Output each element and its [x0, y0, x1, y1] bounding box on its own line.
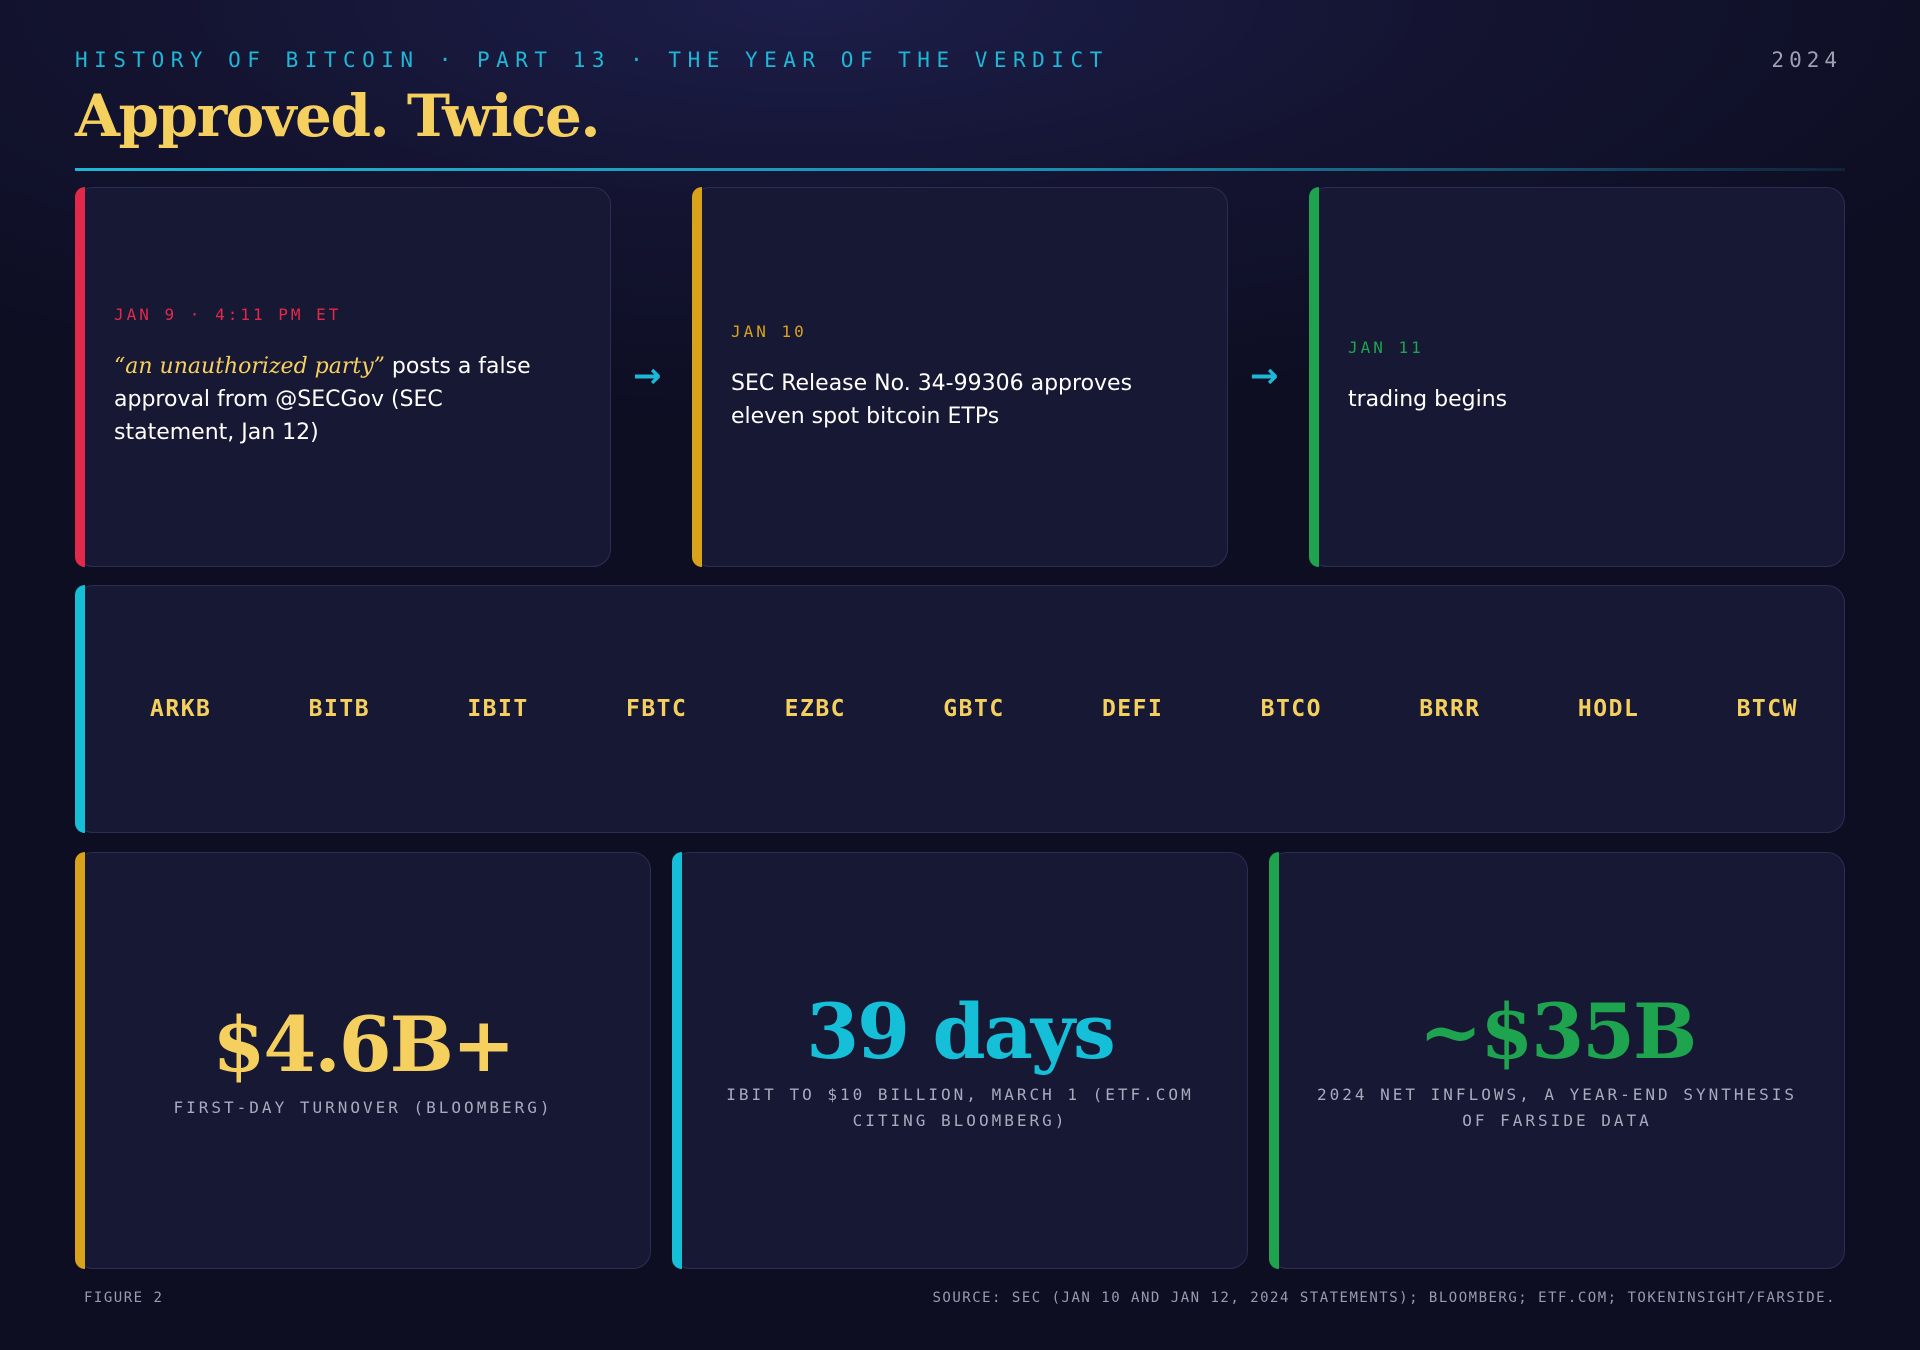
stat-label: 2024 NET INFLOWS, A YEAR-END SYNTHESIS O… [1316, 1084, 1798, 1130]
event-date: JAN 11 [1348, 338, 1424, 357]
event-text-body: posts a false approval from @SECGov (SEC… [114, 354, 531, 445]
event-date: JAN 10 [731, 321, 807, 341]
source-note: SOURCE: SEC (JAN 10 AND JAN 12, 2024 STA… [932, 1290, 1836, 1306]
stat-value: $4.6B+ [212, 999, 515, 1089]
ticker: GBTC [943, 696, 1005, 722]
stat-card-turnover: $4.6B+ FIRST-DAY TURNOVER (BLOOMBERG) [75, 852, 651, 1269]
header-kicker: HISTORY OF BITCOIN · PART 13 · THE YEAR … [75, 48, 1109, 72]
ticker: IBIT [467, 696, 529, 722]
ticker: BITB [308, 696, 371, 722]
event-date: JAN 9 · 4:11 PM ET [114, 305, 342, 324]
ticker: BTCW [1736, 696, 1798, 722]
event-text: trading begins [1348, 387, 1508, 412]
event-quote: “an unauthorized party” [114, 354, 385, 379]
stat-label: FIRST-DAY TURNOVER (BLOOMBERG) [173, 1097, 553, 1117]
ticker-card: ARKB BITB IBIT FBTC EZBC GBTC DEFI BTCO … [75, 585, 1845, 833]
ticker: HODL [1577, 696, 1640, 722]
event-text: SEC Release No. 34-99306 approves eleven… [731, 370, 1133, 429]
ticker: BRRR [1419, 696, 1481, 722]
ticker-list: ARKB BITB IBIT FBTC EZBC GBTC DEFI BTCO … [150, 586, 1798, 832]
arrow-right-icon: → [633, 356, 662, 396]
stat-card-net-inflows: ~$35B 2024 NET INFLOWS, A YEAR-END SYNTH… [1269, 852, 1845, 1269]
ticker: DEFI [1101, 696, 1164, 722]
title-rule [75, 168, 1845, 171]
page-title: Approved. Twice. [75, 82, 601, 150]
ticker: ARKB [150, 696, 212, 722]
event-text: “an unauthorized party” posts a false ap… [114, 350, 570, 449]
event-card-jan9: JAN 9 · 4:11 PM ET “an unauthorized part… [75, 187, 611, 567]
ticker: BTCO [1260, 696, 1322, 722]
figure-label: FIGURE 2 [84, 1290, 164, 1306]
ticker: EZBC [784, 696, 847, 722]
event-card-jan10: JAN 10 SEC Release No. 34-99306 approves… [692, 187, 1228, 567]
header-year: 2024 [1771, 48, 1842, 72]
stat-label: IBIT TO $10 BILLION, MARCH 1 (ETF.COM CI… [726, 1084, 1194, 1130]
arrow-right-icon: → [1250, 356, 1279, 396]
stat-value: ~$35B [1418, 986, 1698, 1076]
ticker: FBTC [625, 696, 688, 722]
event-card-jan11: JAN 11 trading begins [1309, 187, 1845, 567]
stat-card-ibit-days: 39 days IBIT TO $10 BILLION, MARCH 1 (ET… [672, 852, 1248, 1269]
stat-value: 39 days [806, 986, 1116, 1076]
